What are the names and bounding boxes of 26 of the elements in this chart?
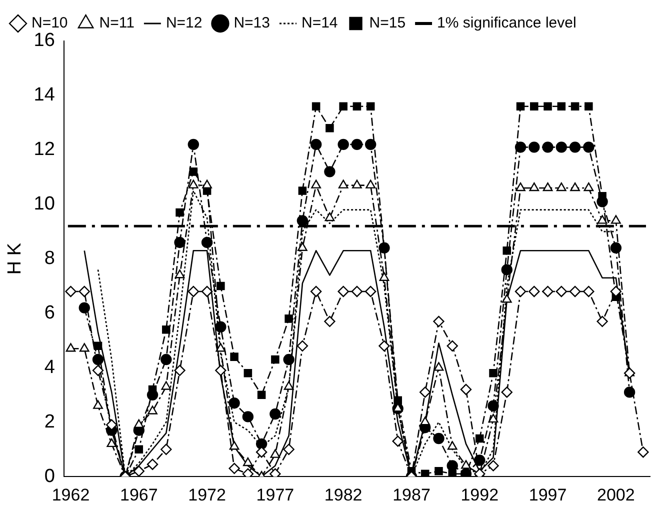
x-tick-label: 1972 bbox=[188, 485, 226, 504]
y-tick-label: 8 bbox=[44, 248, 55, 270]
legend-label: N=15 bbox=[369, 14, 406, 32]
legend-label: N=14 bbox=[301, 14, 338, 32]
legend-label: 1% significance level bbox=[437, 14, 576, 32]
x-tick-label: 1967 bbox=[120, 485, 158, 504]
legend-label: N=11 bbox=[99, 14, 134, 32]
y-tick-label: 16 bbox=[34, 30, 55, 52]
y-tick-label: 14 bbox=[34, 84, 56, 106]
y-tick-label: 2 bbox=[44, 411, 55, 432]
x-tick-label: 2002 bbox=[597, 485, 635, 504]
legend-label: N=10 bbox=[32, 14, 68, 32]
y-tick-label: 10 bbox=[34, 194, 55, 215]
legend-label: N=12 bbox=[166, 14, 202, 32]
y-tick-label: 6 bbox=[44, 302, 55, 324]
x-tick-label: 1992 bbox=[460, 485, 499, 504]
y-tick-label: 4 bbox=[44, 356, 56, 378]
x-tick-label: 1987 bbox=[392, 485, 430, 504]
x-tick-label: 1997 bbox=[528, 485, 567, 504]
legend-label: N=13 bbox=[234, 14, 270, 32]
x-tick-label: 1982 bbox=[324, 485, 362, 504]
x-tick-label: 1962 bbox=[52, 485, 90, 504]
x-tick-label: 1977 bbox=[256, 485, 294, 504]
y-tick-label: 0 bbox=[44, 466, 55, 487]
y-tick-label: 12 bbox=[34, 139, 55, 160]
y-axis-title: H K bbox=[4, 242, 26, 275]
